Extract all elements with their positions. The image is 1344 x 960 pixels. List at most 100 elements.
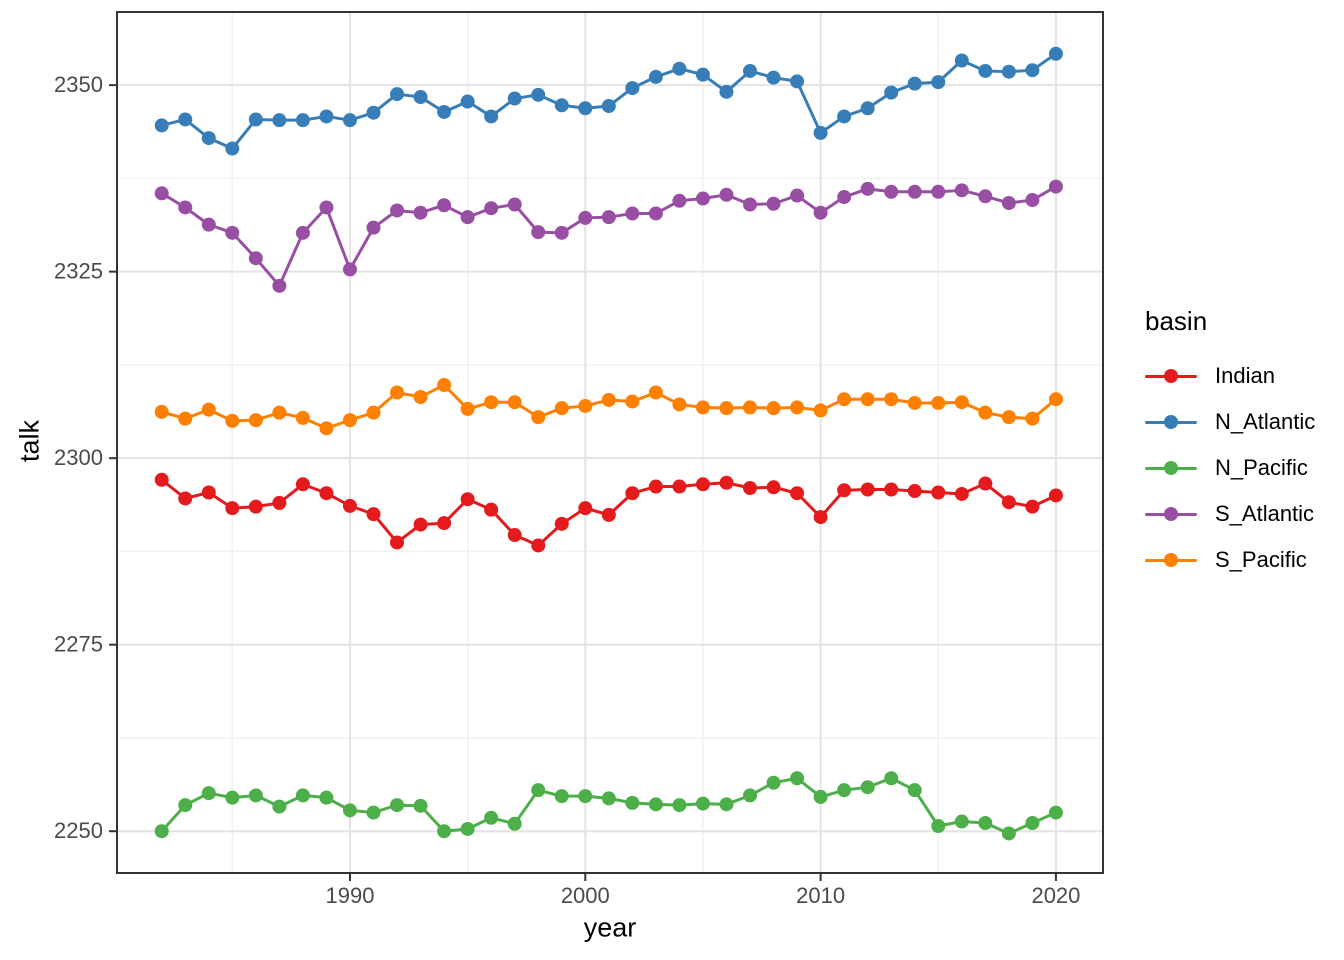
- data-point-S_Pacific: [225, 413, 240, 428]
- data-point-Indian: [884, 482, 899, 497]
- data-point-S_Atlantic: [954, 183, 969, 198]
- legend-item-N_Pacific: N_Pacific: [1143, 445, 1343, 491]
- data-point-S_Pacific: [719, 401, 734, 416]
- data-point-S_Atlantic: [1025, 193, 1040, 208]
- data-point-S_Atlantic: [554, 225, 569, 240]
- data-point-S_Atlantic: [672, 193, 687, 208]
- data-point-S_Atlantic: [225, 225, 240, 240]
- data-point-Indian: [390, 535, 405, 550]
- data-point-S_Atlantic: [178, 200, 193, 215]
- data-point-S_Pacific: [437, 378, 452, 393]
- data-point-S_Pacific: [342, 413, 357, 428]
- data-point-N_Pacific: [484, 810, 499, 825]
- x-axis-title: year: [583, 912, 637, 943]
- data-point-S_Pacific: [695, 400, 710, 415]
- data-point-S_Pacific: [460, 401, 475, 416]
- data-point-N_Atlantic: [272, 113, 287, 128]
- data-point-S_Pacific: [366, 405, 381, 420]
- data-point-S_Pacific: [954, 395, 969, 410]
- y-tick-label: 2250: [54, 818, 103, 843]
- data-point-Indian: [319, 486, 334, 501]
- data-point-N_Pacific: [813, 789, 828, 804]
- data-point-Indian: [672, 479, 687, 494]
- data-point-N_Atlantic: [531, 87, 546, 102]
- data-point-S_Pacific: [625, 394, 640, 409]
- data-point-N_Pacific: [295, 788, 310, 803]
- data-point-N_Atlantic: [484, 109, 499, 124]
- data-point-S_Atlantic: [719, 187, 734, 202]
- legend-title: basin: [1145, 306, 1208, 336]
- data-point-N_Atlantic: [460, 94, 475, 109]
- data-point-S_Atlantic: [366, 220, 381, 235]
- data-point-Indian: [201, 485, 216, 500]
- data-point-Indian: [766, 480, 781, 495]
- data-point-Indian: [790, 486, 805, 501]
- data-point-S_Atlantic: [295, 225, 310, 240]
- data-point-N_Pacific: [837, 783, 852, 798]
- data-point-S_Atlantic: [790, 188, 805, 203]
- data-point-S_Pacific: [978, 405, 993, 420]
- data-point-S_Pacific: [178, 411, 193, 426]
- data-point-S_Pacific: [484, 395, 499, 410]
- data-point-Indian: [154, 472, 169, 487]
- data-point-S_Atlantic: [437, 198, 452, 213]
- data-point-N_Atlantic: [766, 70, 781, 85]
- data-point-Indian: [860, 482, 875, 497]
- data-point-Indian: [437, 516, 452, 531]
- data-point-Indian: [295, 477, 310, 492]
- data-point-N_Pacific: [978, 816, 993, 831]
- data-point-S_Atlantic: [201, 217, 216, 232]
- data-point-N_Pacific: [178, 798, 193, 813]
- data-point-S_Pacific: [507, 395, 522, 410]
- data-point-Indian: [554, 516, 569, 531]
- data-point-N_Pacific: [319, 790, 334, 805]
- data-point-S_Atlantic: [484, 201, 499, 216]
- data-point-S_Atlantic: [390, 203, 405, 218]
- data-point-S_Atlantic: [813, 205, 828, 220]
- y-tick-label: 2300: [54, 445, 103, 470]
- data-point-N_Atlantic: [413, 90, 428, 105]
- data-point-N_Pacific: [531, 783, 546, 798]
- y-tick-label: 2275: [54, 632, 103, 657]
- data-point-N_Pacific: [390, 798, 405, 813]
- data-point-S_Pacific: [154, 404, 169, 419]
- legend-items: Indian N_Atlantic N_Pacific S_Atlantic S_Pac…: [1143, 353, 1343, 583]
- data-point-N_Atlantic: [837, 109, 852, 124]
- data-point-S_Atlantic: [507, 197, 522, 212]
- data-point-S_Pacific: [884, 392, 899, 407]
- data-point-S_Atlantic: [460, 210, 475, 225]
- data-point-Indian: [954, 486, 969, 501]
- data-point-S_Pacific: [1048, 392, 1063, 407]
- data-point-N_Pacific: [625, 795, 640, 810]
- data-point-S_Pacific: [1025, 411, 1040, 426]
- data-point-N_Pacific: [860, 780, 875, 795]
- data-point-S_Pacific: [931, 395, 946, 410]
- data-point-N_Pacific: [248, 788, 263, 803]
- data-point-S_Atlantic: [531, 225, 546, 240]
- data-point-Indian: [484, 502, 499, 517]
- data-point-N_Pacific: [672, 798, 687, 813]
- data-point-N_Pacific: [954, 814, 969, 829]
- data-point-S_Atlantic: [578, 210, 593, 225]
- data-point-N_Pacific: [460, 821, 475, 836]
- data-point-S_Atlantic: [248, 251, 263, 266]
- data-point-N_Atlantic: [225, 141, 240, 156]
- data-point-Indian: [695, 477, 710, 492]
- data-point-N_Pacific: [366, 805, 381, 820]
- legend-label: Indian: [1215, 363, 1275, 388]
- data-point-S_Atlantic: [272, 278, 287, 293]
- data-point-N_Pacific: [766, 775, 781, 790]
- data-point-S_Pacific: [766, 401, 781, 416]
- data-point-S_Atlantic: [648, 206, 663, 221]
- data-point-N_Pacific: [154, 824, 169, 839]
- data-point-Indian: [648, 479, 663, 494]
- data-point-N_Atlantic: [743, 63, 758, 78]
- data-point-S_Pacific: [295, 410, 310, 425]
- data-point-Indian: [601, 507, 616, 522]
- data-point-Indian: [907, 483, 922, 498]
- data-point-N_Pacific: [1001, 826, 1016, 841]
- data-point-S_Atlantic: [766, 196, 781, 211]
- data-point-Indian: [931, 485, 946, 500]
- data-point-N_Atlantic: [884, 85, 899, 100]
